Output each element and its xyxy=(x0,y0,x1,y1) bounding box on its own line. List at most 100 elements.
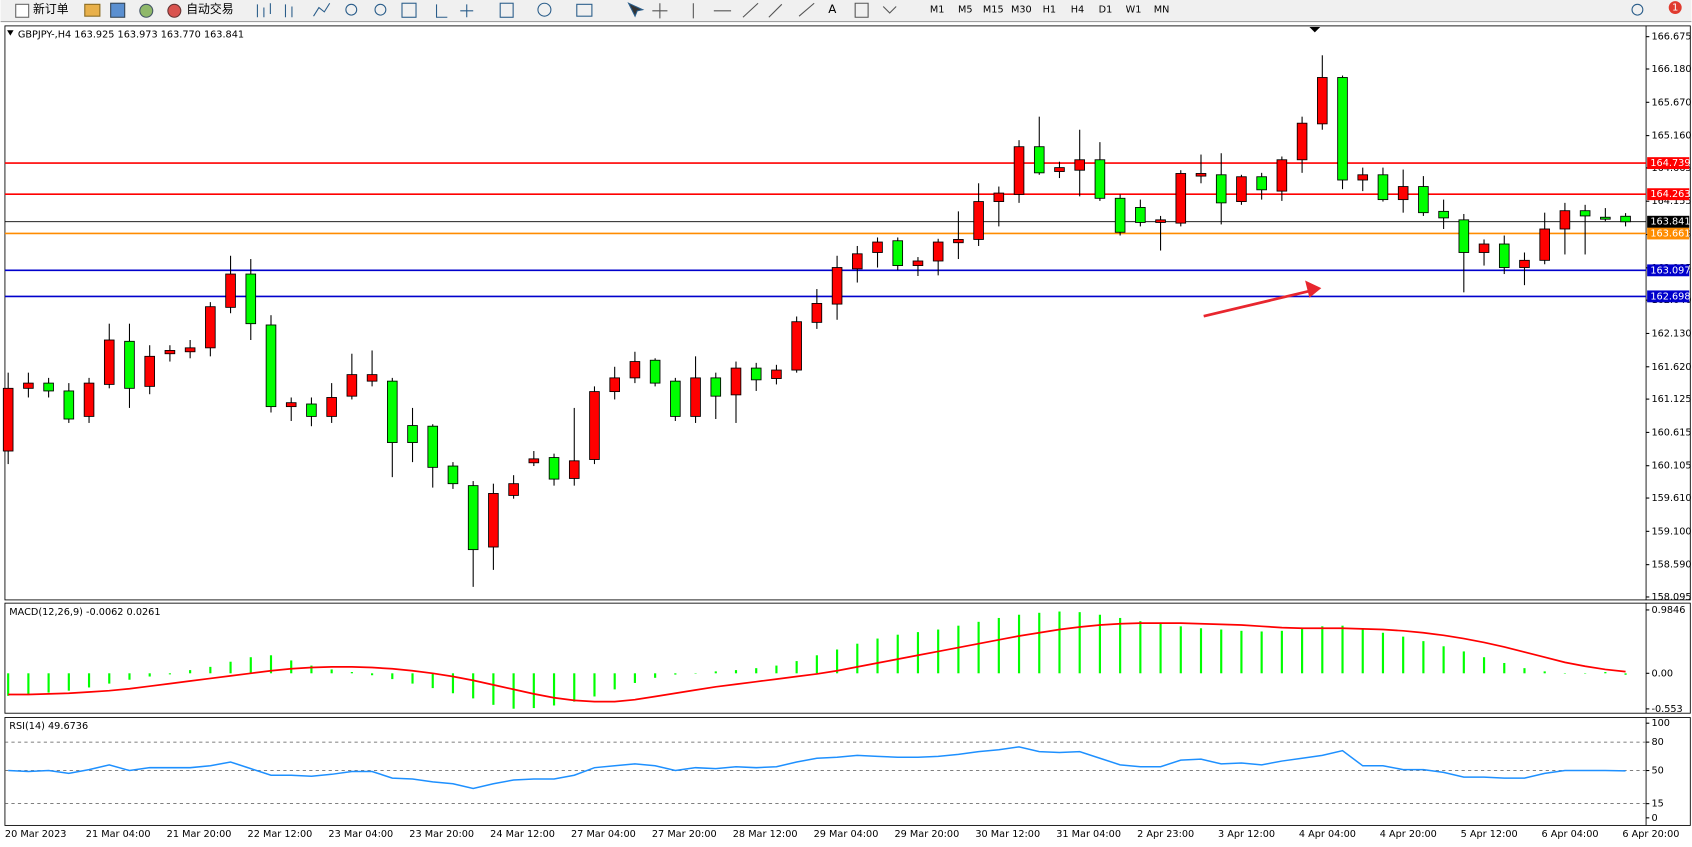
candle-body xyxy=(1276,159,1288,192)
candle-body xyxy=(1418,186,1429,214)
level-tag xyxy=(1647,227,1690,240)
icon[interactable] xyxy=(84,3,101,17)
candle-body xyxy=(245,273,257,325)
icon[interactable] xyxy=(284,4,293,18)
candle-body xyxy=(548,457,560,480)
candle-body xyxy=(1458,219,1470,253)
icon[interactable] xyxy=(576,3,593,17)
y-tick-label: 50 xyxy=(1651,766,1663,777)
candle-body xyxy=(467,485,479,551)
candle-body xyxy=(750,367,762,381)
shift-marker xyxy=(1309,26,1321,33)
candle-body xyxy=(1539,228,1550,261)
icon[interactable] xyxy=(345,3,358,16)
candle-body xyxy=(43,382,54,392)
y-tick-label: 158.095 xyxy=(1651,592,1691,603)
candle-body xyxy=(346,374,358,397)
icon[interactable] xyxy=(499,2,514,18)
candle-body xyxy=(1094,159,1106,199)
candle-body xyxy=(1357,174,1369,181)
icon[interactable] xyxy=(110,2,126,18)
icon[interactable] xyxy=(374,3,387,16)
y-tick-label: 15 xyxy=(1651,799,1663,810)
icon[interactable] xyxy=(537,2,552,17)
level-tag-label: 163.841 xyxy=(1650,217,1690,228)
timeframe-button[interactable]: H4 xyxy=(1071,5,1084,16)
search-icon[interactable] xyxy=(1631,3,1644,16)
candle-body xyxy=(1135,207,1146,223)
x-tick-label: 21 Mar 20:00 xyxy=(167,829,232,840)
new-order-icon xyxy=(15,3,30,18)
icon[interactable] xyxy=(139,3,154,18)
x-tick-label: 2 Apr 23:00 xyxy=(1137,829,1194,840)
candle-body xyxy=(407,425,418,443)
timeframe-button[interactable]: H1 xyxy=(1043,5,1056,16)
candle-body xyxy=(1054,167,1065,172)
candle-body xyxy=(1519,259,1530,268)
x-tick-label: 28 Mar 12:00 xyxy=(733,829,798,840)
candle-body xyxy=(144,355,155,387)
level-tag xyxy=(1647,290,1690,303)
candle-body xyxy=(508,483,519,496)
candle-body xyxy=(1236,176,1247,202)
icon[interactable] xyxy=(313,2,331,17)
y-tick-label: 164.155 xyxy=(1651,196,1691,207)
panel-frame xyxy=(4,717,1691,826)
y-tick-label: 162.130 xyxy=(1651,328,1691,339)
y-tick-label: 0.00 xyxy=(1651,668,1673,679)
badge[interactable] xyxy=(1668,1,1682,15)
candle-body xyxy=(872,241,883,253)
new-order-button[interactable]: 新订单 xyxy=(33,2,69,16)
candle-body xyxy=(1215,174,1227,204)
icon[interactable] xyxy=(256,3,271,18)
x-tick-label: 24 Mar 12:00 xyxy=(490,829,555,840)
x-tick-label: 27 Mar 04:00 xyxy=(571,829,636,840)
timeframe-button[interactable]: M5 xyxy=(958,5,973,16)
candle-body xyxy=(1620,215,1631,223)
x-tick-label: 21 Mar 04:00 xyxy=(86,829,151,840)
candle-body xyxy=(609,377,620,393)
panel: GBPJPY-,H4 163.925 163.973 163.770 163.8… xyxy=(2,25,1692,603)
x-tick-label: 3 Apr 12:00 xyxy=(1218,829,1275,840)
y-tick-label: 161.125 xyxy=(1651,394,1691,405)
y-tick-label: 159.100 xyxy=(1651,526,1691,537)
candle-body xyxy=(912,260,924,266)
annotation-arrow xyxy=(1203,280,1322,318)
y-tick-label: 80 xyxy=(1651,737,1663,748)
icon[interactable] xyxy=(627,2,645,18)
timeframe-button[interactable]: D1 xyxy=(1099,5,1113,16)
timeframe-bar: M1 M5 M15 M30 H1 H4 D1 W1 MN xyxy=(930,5,1170,16)
auto-trade-icon xyxy=(167,3,182,18)
y-tick-label: 166.180 xyxy=(1651,64,1691,75)
badge-count: 1 xyxy=(1672,3,1678,14)
y-tick-label: 0 xyxy=(1651,813,1657,824)
level-tag-label: 164.263 xyxy=(1650,189,1690,200)
candle-body xyxy=(1114,197,1126,233)
icon[interactable] xyxy=(401,2,417,18)
candle-body xyxy=(306,403,317,417)
candle-body xyxy=(1478,243,1490,253)
timeframe-button[interactable]: M30 xyxy=(1011,5,1032,16)
text-tool[interactable]: A xyxy=(828,2,837,16)
y-tick-label: 0.9846 xyxy=(1651,605,1685,616)
timeframe-button[interactable]: MN xyxy=(1154,5,1170,16)
candle-body xyxy=(1600,216,1611,220)
y-tick-label: 100 xyxy=(1651,718,1670,729)
timeframe-button[interactable]: M1 xyxy=(930,5,945,16)
auto-trade-button[interactable]: 自动交易 xyxy=(186,2,233,16)
x-tick-label: 4 Apr 04:00 xyxy=(1299,829,1356,840)
icon[interactable] xyxy=(652,2,897,19)
icon[interactable] xyxy=(435,4,474,18)
x-tick-label: 4 Apr 20:00 xyxy=(1380,829,1437,840)
candle-body xyxy=(1296,122,1308,161)
candle-body xyxy=(103,339,115,385)
y-tick-label: 161.620 xyxy=(1651,362,1691,373)
timeframe-button[interactable]: M15 xyxy=(983,5,1004,16)
x-tick-label: 29 Mar 04:00 xyxy=(814,829,879,840)
timeframe-button[interactable]: W1 xyxy=(1126,5,1142,16)
arrow-head xyxy=(1305,280,1322,298)
panel: RSI(14) 49.6736 100 80 50 15 0 xyxy=(4,717,1691,826)
